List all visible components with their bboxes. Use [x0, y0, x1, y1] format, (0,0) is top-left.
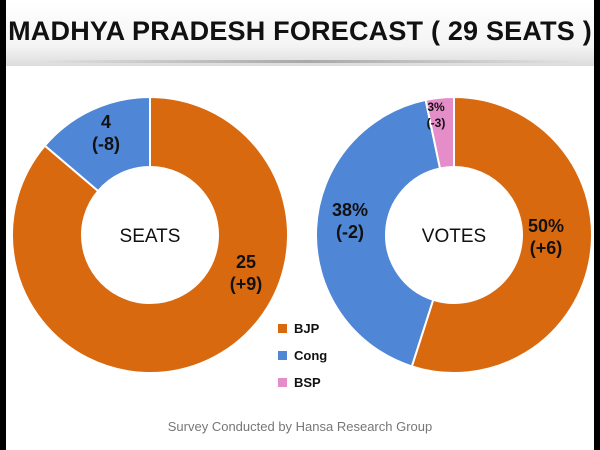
- slice-cong: [43, 95, 151, 193]
- slice-bjp: [410, 95, 593, 374]
- slice-bsp: [424, 95, 455, 170]
- chart-frame: MADHYA PRADESH FORECAST ( 29 SEATS ) SEA…: [6, 0, 594, 450]
- slice-cong: [315, 98, 442, 368]
- slice-bjp: [11, 95, 289, 374]
- legend-swatch-bjp: [278, 324, 287, 333]
- donut-center-label: SEATS: [120, 226, 181, 247]
- change-label-bjp: (+6): [530, 238, 563, 258]
- legend-label-cong: Cong: [294, 348, 327, 363]
- legend-label-bsp: BSP: [294, 375, 321, 390]
- change-label-bjp: (+9): [230, 274, 263, 294]
- change-label-bsp: (-3): [427, 116, 446, 130]
- change-label-cong: (-8): [92, 134, 120, 154]
- data-label-bjp: 25: [236, 252, 256, 272]
- change-label-cong: (-2): [336, 222, 364, 242]
- seats-donut: SEATS 25(+9) 4(-8): [11, 95, 289, 374]
- chart-title: MADHYA PRADESH FORECAST ( 29 SEATS ): [8, 16, 592, 46]
- legend: BJP Cong BSP: [278, 321, 327, 390]
- data-label-cong: 4: [101, 112, 111, 132]
- title-underline: [36, 60, 576, 63]
- legend-swatch-cong: [278, 351, 287, 360]
- votes-donut: VOTES 50%(+6) 38%(-2) 3% (-3): [315, 95, 593, 374]
- legend-label-bjp: BJP: [294, 321, 320, 336]
- legend-swatch-bsp: [278, 378, 287, 387]
- donut-charts: SEATS 25(+9) 4(-8) VOTES 50%(+6) 38%(-2) 3% (-…: [11, 95, 593, 390]
- data-label-cong: 38%: [332, 200, 368, 220]
- donut-center-label: VOTES: [422, 226, 486, 247]
- survey-footer: Survey Conducted by Hansa Research Group: [167, 419, 433, 434]
- title-bar: MADHYA PRADESH FORECAST ( 29 SEATS ): [6, 0, 594, 66]
- data-label-bsp: 3%: [427, 100, 445, 114]
- data-label-bjp: 50%: [528, 216, 564, 236]
